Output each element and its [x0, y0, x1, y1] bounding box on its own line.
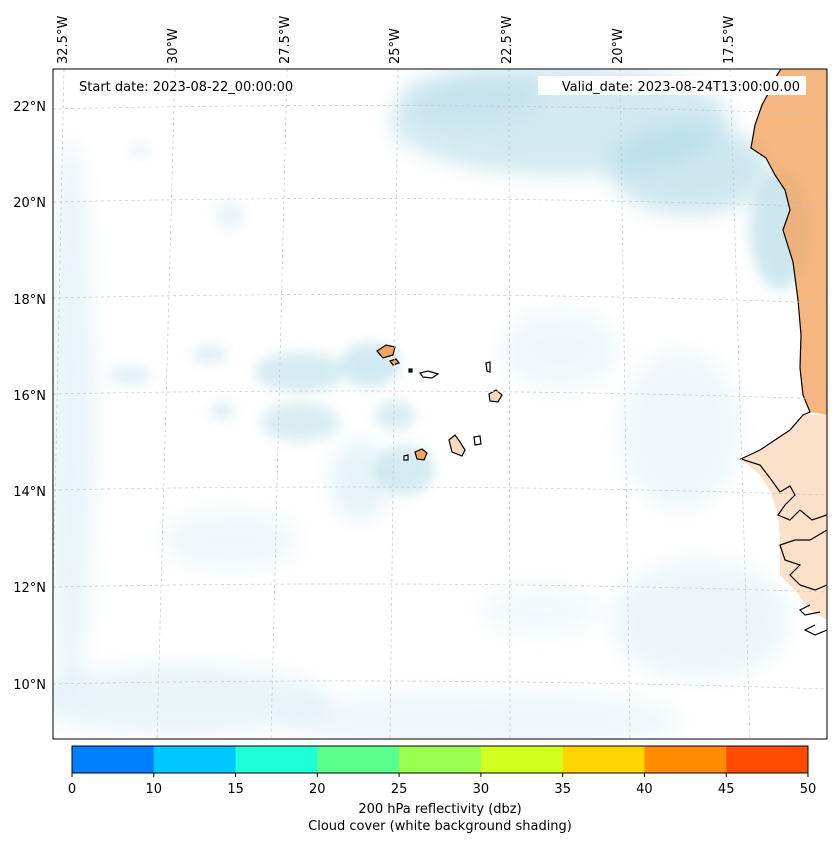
coastline-mainland: [739, 69, 827, 636]
cbar-tick-20: 20: [309, 782, 326, 797]
lat-label-16n: 16°N: [13, 389, 46, 404]
island-fogo: [414, 448, 428, 461]
cbar-tick-50: 50: [800, 782, 817, 797]
cape-verde-islands: [376, 344, 503, 461]
valid-date-label: Valid_date: 2023-08-24T13:00:00.00: [562, 80, 800, 95]
colorbar-segment-8: [726, 746, 809, 773]
lon-label-20w: 20°W: [611, 28, 626, 64]
colorbar-segment-1: [153, 746, 237, 773]
lat-label-14n: 14°N: [13, 485, 46, 500]
lat-label-22n: 22°N: [13, 100, 46, 115]
cbar-tick-30: 30: [473, 782, 490, 797]
colorbar-segments: [72, 746, 809, 773]
map-gridlines: [53, 69, 827, 739]
lat-label-18n: 18°N: [13, 293, 46, 308]
island-sal: [485, 361, 491, 373]
colorbar-ticks: [71, 773, 809, 777]
colorbar-segment-3: [317, 746, 400, 773]
latitude-labels: 22°N 20°N 18°N 16°N 14°N 12°N 10°N: [13, 100, 46, 693]
start-date-box: [72, 76, 310, 95]
africa-mainland: [751, 69, 827, 415]
colorbar-title: 200 hPa reflectivity (dbz): [358, 802, 521, 817]
island-santo-antao: [376, 344, 396, 359]
lat-label-12n: 12°N: [13, 581, 46, 596]
lon-label-32-5w: 32.5°W: [56, 16, 71, 64]
cbar-tick-0: 0: [68, 782, 76, 797]
lat-label-20n: 20°N: [13, 196, 46, 211]
colorbar-segment-6: [562, 746, 645, 773]
colorbar-tick-labels: 0 10 15 20 25 30 35 40 45 50: [68, 782, 816, 797]
island-sao-vicente: [389, 358, 400, 366]
cbar-tick-40: 40: [636, 782, 653, 797]
cbar-tick-15: 15: [227, 782, 244, 797]
lon-label-25w: 25°W: [388, 28, 403, 64]
colorbar-subtitle: Cloud cover (white background shading): [308, 819, 572, 834]
colorbar-segment-7: [644, 746, 727, 773]
start-date-label: Start date: 2023-08-22_00:00:00: [79, 80, 293, 95]
cbar-tick-10: 10: [146, 782, 163, 797]
cloud-cover-shading: [53, 69, 810, 739]
islet-raso: [408, 368, 413, 373]
valid-date-box: [538, 76, 806, 95]
longitude-labels: 32.5°W 30°W 27.5°W 25°W 22.5°W 20°W 17.5…: [56, 16, 737, 64]
island-sao-nicolau: [418, 370, 440, 379]
cbar-tick-25: 25: [391, 782, 408, 797]
island-boa-vista: [488, 389, 503, 403]
colorbar-segment-4: [399, 746, 482, 773]
lon-label-17-5w: 17.5°W: [722, 16, 737, 64]
colorbar: 0 10 15 20 25 30 35 40 45 50 200 hPa ref…: [68, 745, 816, 834]
island-santiago: [448, 434, 466, 457]
map-frame: [52, 68, 828, 740]
colorbar-segment-2: [235, 746, 318, 773]
map-panel: Start date: 2023-08-22_00:00:00 Valid_da…: [52, 68, 828, 740]
colorbar-segment-5: [480, 746, 564, 773]
island-maio: [473, 435, 482, 446]
colorbar-segment-0: [72, 746, 155, 773]
island-brava: [403, 454, 409, 461]
lon-label-30w: 30°W: [166, 28, 181, 64]
lat-label-10n: 10°N: [13, 678, 46, 693]
lon-label-27-5w: 27.5°W: [278, 16, 293, 64]
cbar-tick-45: 45: [718, 782, 735, 797]
lon-label-22-5w: 22.5°W: [500, 16, 515, 64]
cbar-tick-35: 35: [554, 782, 571, 797]
colorbar-frame: [71, 745, 809, 774]
